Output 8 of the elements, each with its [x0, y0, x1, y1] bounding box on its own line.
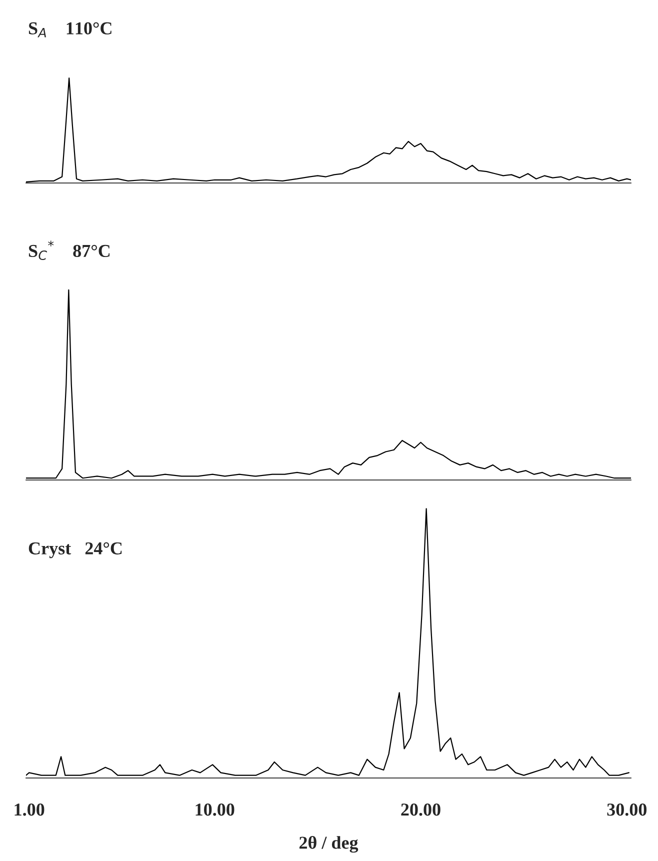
x-tick-label: 1.00	[14, 804, 44, 816]
x-tick-label: 10.00	[196, 804, 234, 816]
chart-title: S$_{C}$$^{*}$ 87°C	[28, 240, 110, 260]
x-tick-label: 30.00	[607, 804, 646, 816]
x-axis-title: 2θ / deg	[299, 836, 358, 853]
text: Cryst 24°C	[28, 542, 122, 558]
x-tick-label: 20.00	[401, 804, 440, 816]
chart-title: S$_{A}$ 110°C	[28, 22, 112, 38]
